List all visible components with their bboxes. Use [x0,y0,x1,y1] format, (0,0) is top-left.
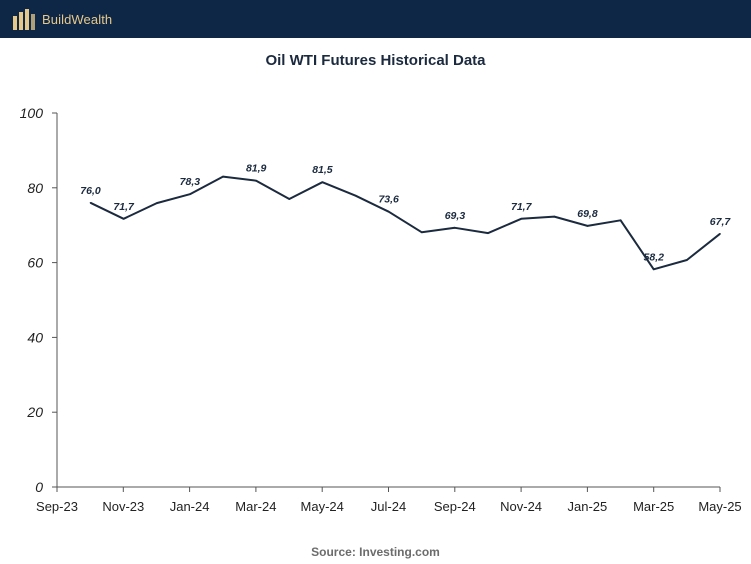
data-label: 81,5 [312,164,333,176]
y-tick-label: 20 [26,404,43,420]
x-tick-label: Nov-23 [102,499,144,514]
data-point [586,225,589,227]
data-point [719,233,721,235]
data-point [520,218,523,220]
x-tick-label: Jul-24 [371,499,406,514]
x-tick-label: Jan-25 [568,499,608,514]
chart-title: Oil WTI Futures Historical Data [265,52,486,69]
y-tick-label: 100 [20,105,44,121]
data-label: 81,9 [246,163,267,175]
brand-name: BuildWealth [42,11,113,27]
data-point [686,259,688,261]
x-tick-label: May-24 [301,499,344,514]
data-label: 71,7 [113,201,135,213]
x-tick-label: Nov-24 [500,499,542,514]
data-point [122,218,125,220]
data-label: 71,7 [511,201,533,213]
data-point [619,219,622,222]
data-point [189,193,191,195]
data-point [553,215,556,218]
data-point [222,175,224,178]
data-label: 58,2 [644,251,665,263]
data-point [89,201,92,204]
data-point [387,210,390,213]
data-label: 73,6 [378,194,399,206]
y-tick-label: 40 [27,329,43,345]
data-label: 78,3 [180,176,201,188]
x-tick-label: Mar-25 [633,499,674,514]
y-tick-label: 0 [35,479,43,495]
data-point [652,268,655,271]
data-point [321,181,324,183]
data-label: 69,8 [577,208,598,220]
data-point [255,179,257,182]
x-tick-label: Jan-24 [170,499,210,514]
data-label: 76,0 [80,185,101,197]
data-point [487,232,489,234]
logo[interactable]: BuildWealth [12,7,112,31]
y-tick-label: 60 [27,255,43,271]
x-tick-label: May-25 [698,499,741,514]
data-point [454,227,456,229]
x-tick-label: Mar-24 [235,499,276,514]
data-point [421,231,423,234]
x-tick-label: Sep-24 [434,499,476,514]
data-point [354,194,357,197]
data-point [288,198,291,200]
header-bar: BuildWealth [0,0,751,38]
data-point [155,202,158,204]
data-label: 69,3 [445,210,466,222]
series-line [90,175,721,271]
chart-source: Source: Investing.com [311,545,440,559]
x-tick-label: Sep-23 [36,499,78,514]
y-tick-label: 80 [27,180,43,196]
buildwealth-logo-icon [13,9,35,30]
data-label: 67,7 [710,216,732,228]
